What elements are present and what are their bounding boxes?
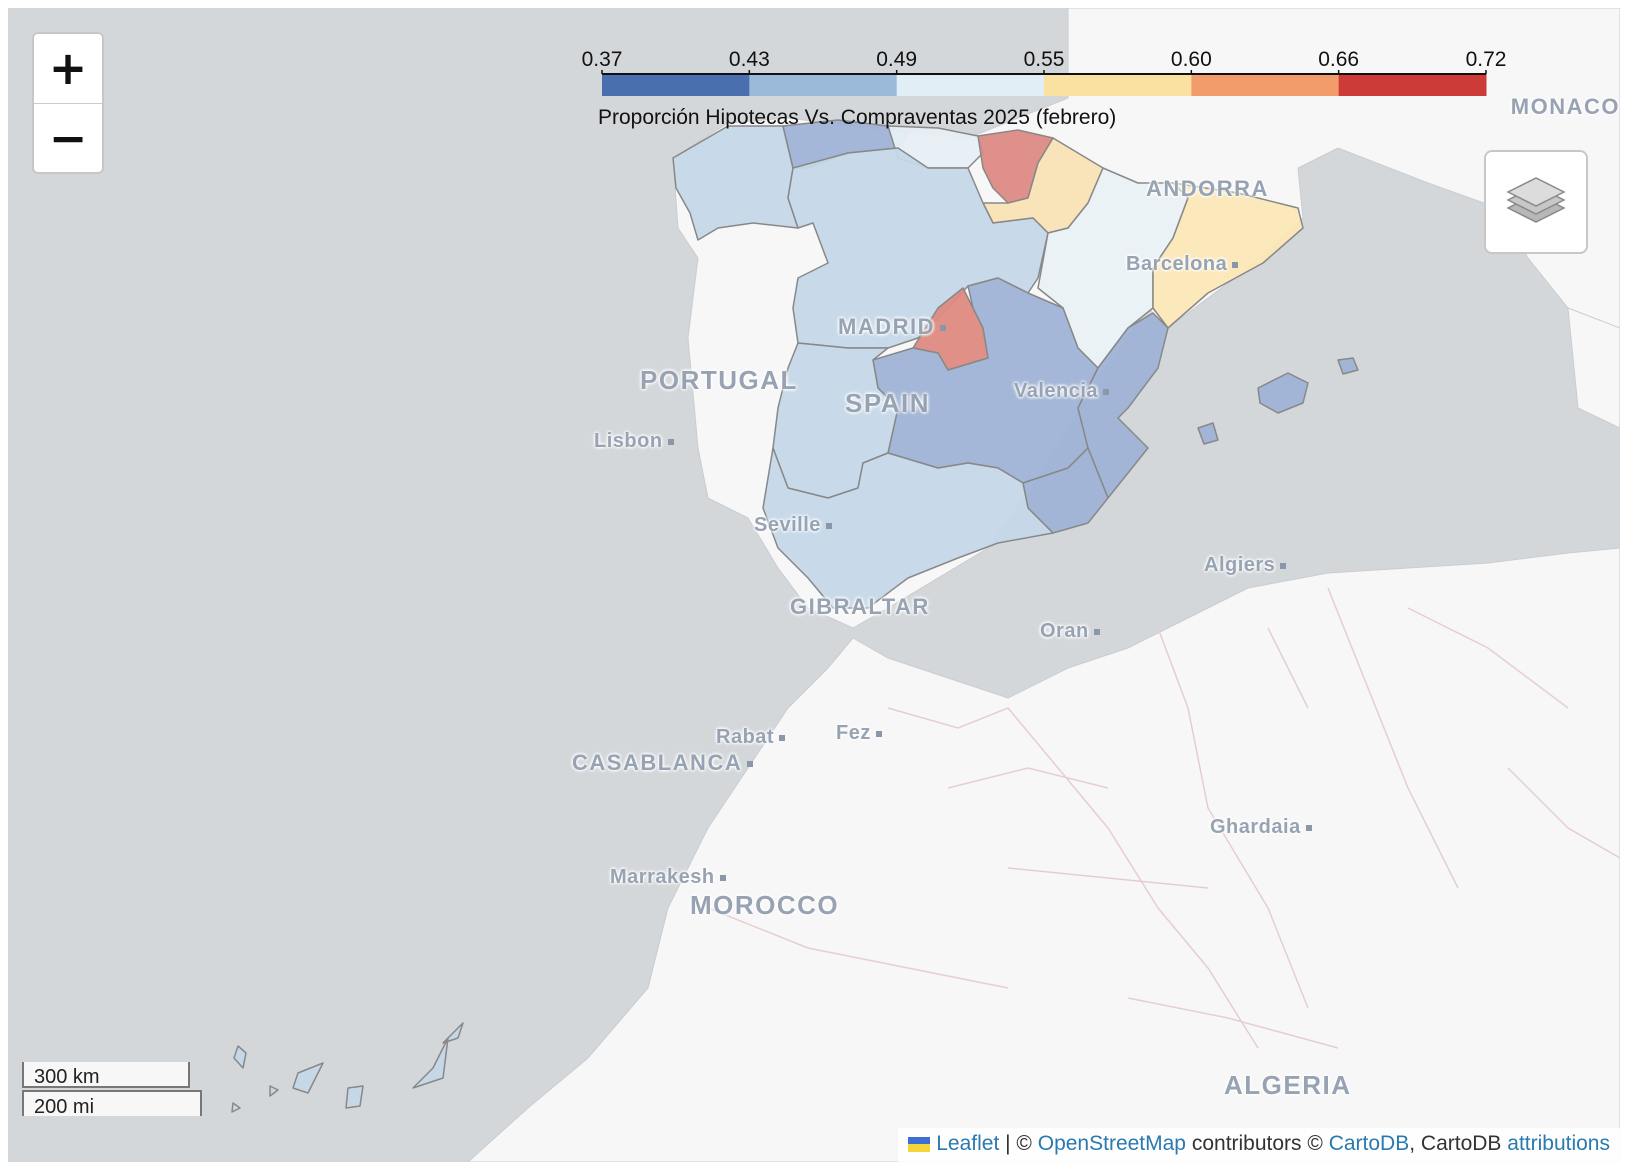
label-madrid: MADRID [838, 314, 946, 340]
map-viewport[interactable]: MONACO ANDORRA Barcelona MADRID PORTUGAL… [8, 8, 1620, 1162]
region-valencia[interactable] [1077, 312, 1169, 499]
label-marrakesh: Marrakesh [610, 866, 726, 889]
legend-swatch [1044, 74, 1192, 96]
region-baleares[interactable] [1197, 357, 1359, 445]
legend-swatch [1338, 74, 1487, 96]
legend-swatch [749, 74, 898, 96]
legend-tick-label: 0.37 [581, 48, 623, 71]
label-fez: Fez [836, 722, 882, 745]
legend-swatch [602, 74, 750, 96]
scale-mi: 200 mi [22, 1090, 202, 1118]
osm-link[interactable]: OpenStreetMap [1037, 1132, 1186, 1155]
legend-caption: Proporción Hipotecas Vs. Compraventas 20… [598, 106, 1117, 129]
legend-tick-label: 0.60 [1170, 48, 1212, 71]
region-andalucia[interactable] [762, 447, 1054, 609]
label-gibraltar: GIBRALTAR [790, 594, 930, 619]
attributions-link[interactable]: attributions [1507, 1132, 1610, 1155]
zoom-in-button[interactable]: + [48, 41, 88, 95]
ukraine-flag-icon [908, 1136, 931, 1152]
legend-tick-label: 0.55 [1023, 48, 1065, 71]
land-africa [467, 547, 1620, 1162]
attribution-contrib: contributors © [1186, 1132, 1329, 1155]
land-east [1567, 307, 1620, 429]
legend-tick-label: 0.72 [1465, 48, 1507, 71]
legend-colorbar [601, 70, 1487, 96]
label-oran: Oran [1040, 620, 1100, 643]
legend-tick-label: 0.43 [728, 48, 770, 71]
label-rabat: Rabat [716, 726, 786, 749]
choropleth [231, 119, 1359, 1113]
label-portugal: PORTUGAL [640, 365, 798, 395]
cartodb-link[interactable]: CartoDB [1328, 1132, 1410, 1155]
legend-tick-label: 0.66 [1318, 48, 1360, 71]
label-lisbon: Lisbon [594, 430, 674, 453]
label-andorra: ANDORRA [1146, 176, 1269, 201]
legend-swatch [896, 74, 1045, 96]
attribution-tail: , CartoDB [1409, 1132, 1508, 1155]
basemap [231, 8, 1620, 1162]
leaflet-link[interactable]: Leaflet [936, 1132, 1000, 1155]
label-spain: SPAIN [845, 388, 931, 418]
scale-control: 300 km 200 mi [22, 1062, 202, 1118]
layers-icon [1506, 177, 1566, 223]
scale-km: 300 km [22, 1062, 190, 1088]
label-casablanca: CASABLANCA [572, 750, 754, 776]
color-legend: 0.37 0.43 0.49 0.55 0.60 0.66 0.72 Proporción … [582, 44, 1538, 134]
legend-tick-label: 0.49 [876, 48, 918, 71]
label-monaco: MONACO [1510, 94, 1620, 119]
region-canarias[interactable] [231, 1022, 464, 1113]
zoom-control: + − [32, 32, 104, 174]
zoom-out-button[interactable]: − [34, 103, 102, 173]
label-ghardaia: Ghardaia [1210, 816, 1312, 839]
layers-button[interactable] [1484, 150, 1588, 254]
label-algeria: ALGERIA [1224, 1070, 1352, 1100]
region-galicia[interactable] [672, 125, 799, 241]
attribution-sep: | © [999, 1132, 1038, 1155]
label-valencia: Valencia [1014, 380, 1110, 403]
label-barcelona: Barcelona [1126, 253, 1239, 276]
attribution: Leaflet | © OpenStreetMap contributors ©… [898, 1128, 1620, 1162]
label-morocco: MOROCCO [690, 890, 840, 920]
region-cataluna[interactable] [1152, 182, 1304, 329]
legend-swatch [1191, 74, 1340, 96]
label-algiers: Algiers [1204, 554, 1287, 577]
label-seville: Seville [754, 514, 832, 537]
borders [707, 587, 1620, 1049]
